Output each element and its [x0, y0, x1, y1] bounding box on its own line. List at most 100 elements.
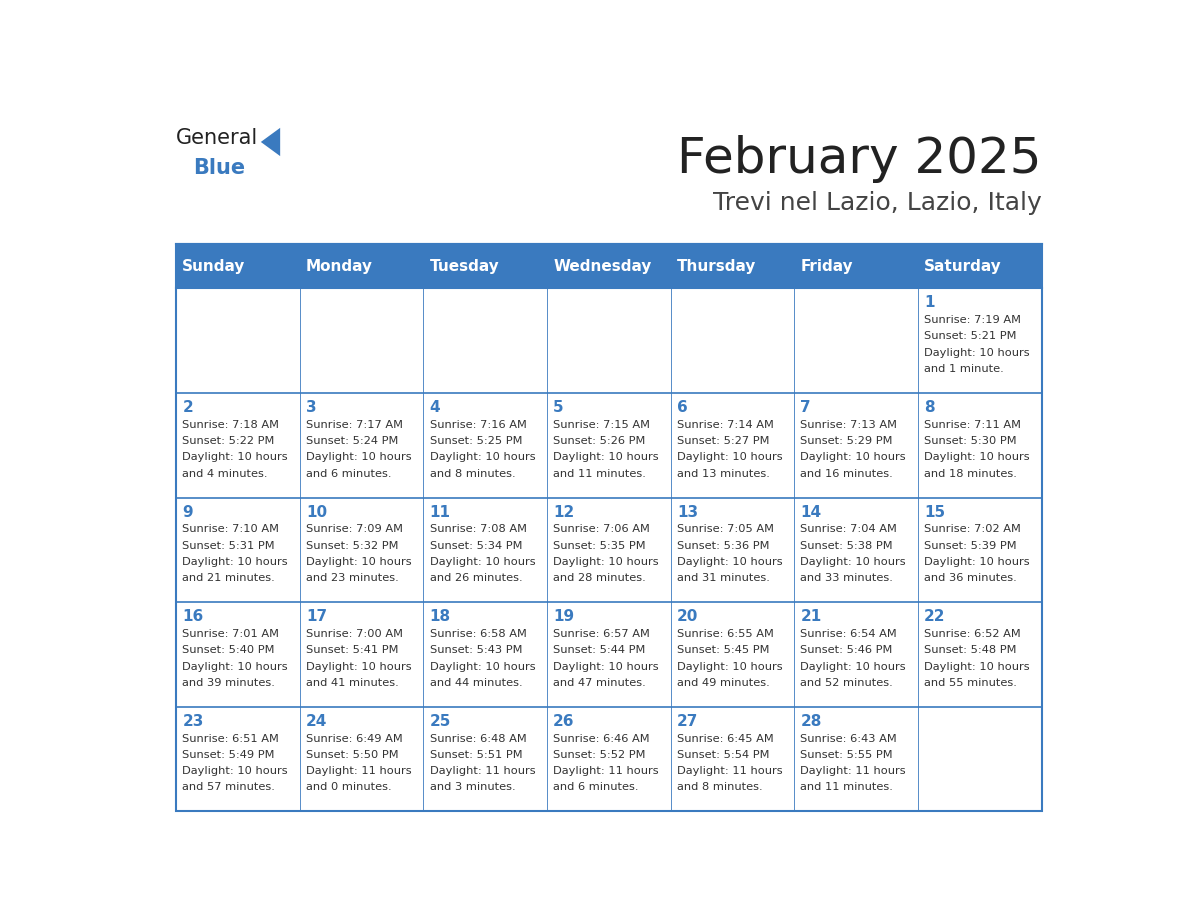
Text: Sunrise: 7:19 AM: Sunrise: 7:19 AM — [924, 315, 1022, 325]
Bar — [546, 393, 671, 498]
Bar — [918, 244, 1042, 288]
Text: Daylight: 10 hours: Daylight: 10 hours — [924, 348, 1030, 358]
Text: and 28 minutes.: and 28 minutes. — [554, 573, 646, 583]
Text: Wednesday: Wednesday — [554, 259, 651, 274]
Text: Sunset: 5:41 PM: Sunset: 5:41 PM — [307, 645, 398, 655]
Text: Sunset: 5:34 PM: Sunset: 5:34 PM — [430, 541, 522, 551]
Text: and 13 minutes.: and 13 minutes. — [677, 468, 770, 478]
Text: Daylight: 10 hours: Daylight: 10 hours — [307, 662, 411, 671]
Bar — [671, 498, 795, 602]
Text: 8: 8 — [924, 400, 935, 415]
Text: Daylight: 10 hours: Daylight: 10 hours — [182, 767, 287, 776]
Text: 3: 3 — [307, 400, 316, 415]
Text: 9: 9 — [182, 505, 192, 520]
Bar — [176, 498, 299, 602]
Text: Sunrise: 7:08 AM: Sunrise: 7:08 AM — [430, 524, 526, 534]
Text: Daylight: 10 hours: Daylight: 10 hours — [182, 557, 287, 567]
Text: Sunset: 5:36 PM: Sunset: 5:36 PM — [677, 541, 770, 551]
Bar — [795, 707, 918, 812]
Text: Sunrise: 6:49 AM: Sunrise: 6:49 AM — [307, 733, 403, 744]
Text: and 23 minutes.: and 23 minutes. — [307, 573, 399, 583]
Text: Sunset: 5:30 PM: Sunset: 5:30 PM — [924, 436, 1017, 446]
Text: and 1 minute.: and 1 minute. — [924, 364, 1004, 374]
Text: and 8 minutes.: and 8 minutes. — [430, 468, 516, 478]
Text: Sunrise: 6:52 AM: Sunrise: 6:52 AM — [924, 629, 1020, 639]
Text: 15: 15 — [924, 505, 946, 520]
Text: Monday: Monday — [307, 259, 373, 274]
Text: and 6 minutes.: and 6 minutes. — [554, 782, 639, 792]
Bar — [423, 288, 546, 393]
Text: Daylight: 10 hours: Daylight: 10 hours — [430, 453, 536, 463]
Text: Sunrise: 7:04 AM: Sunrise: 7:04 AM — [801, 524, 897, 534]
Text: and 33 minutes.: and 33 minutes. — [801, 573, 893, 583]
Text: 14: 14 — [801, 505, 822, 520]
Text: 5: 5 — [554, 400, 564, 415]
Text: 18: 18 — [430, 610, 450, 624]
Text: and 52 minutes.: and 52 minutes. — [801, 677, 893, 688]
Bar — [918, 602, 1042, 707]
Bar — [423, 244, 546, 288]
Bar — [176, 393, 299, 498]
Text: Sunset: 5:40 PM: Sunset: 5:40 PM — [182, 645, 274, 655]
Bar — [546, 288, 671, 393]
Text: 25: 25 — [430, 714, 451, 729]
Text: Daylight: 10 hours: Daylight: 10 hours — [924, 453, 1030, 463]
Text: Saturday: Saturday — [924, 259, 1001, 274]
Text: Sunrise: 7:01 AM: Sunrise: 7:01 AM — [182, 629, 279, 639]
Text: February 2025: February 2025 — [677, 135, 1042, 183]
Text: Sunset: 5:50 PM: Sunset: 5:50 PM — [307, 750, 398, 760]
Text: Sunrise: 7:02 AM: Sunrise: 7:02 AM — [924, 524, 1020, 534]
Text: and 26 minutes.: and 26 minutes. — [430, 573, 523, 583]
Text: Thursday: Thursday — [677, 259, 757, 274]
Text: 10: 10 — [307, 505, 327, 520]
Bar — [176, 288, 299, 393]
Text: Sunrise: 7:15 AM: Sunrise: 7:15 AM — [554, 420, 650, 430]
Text: Daylight: 11 hours: Daylight: 11 hours — [554, 767, 659, 776]
Text: Sunrise: 7:11 AM: Sunrise: 7:11 AM — [924, 420, 1022, 430]
Bar — [299, 288, 423, 393]
Text: Sunrise: 7:09 AM: Sunrise: 7:09 AM — [307, 524, 403, 534]
Bar — [546, 602, 671, 707]
Text: Daylight: 11 hours: Daylight: 11 hours — [307, 767, 411, 776]
Text: and 16 minutes.: and 16 minutes. — [801, 468, 893, 478]
Text: Sunrise: 7:18 AM: Sunrise: 7:18 AM — [182, 420, 279, 430]
Text: and 39 minutes.: and 39 minutes. — [182, 677, 276, 688]
Text: Sunrise: 6:57 AM: Sunrise: 6:57 AM — [554, 629, 650, 639]
Text: Sunset: 5:29 PM: Sunset: 5:29 PM — [801, 436, 893, 446]
Text: Sunset: 5:52 PM: Sunset: 5:52 PM — [554, 750, 646, 760]
Bar — [423, 707, 546, 812]
Text: 7: 7 — [801, 400, 811, 415]
Text: 23: 23 — [182, 714, 203, 729]
Text: Sunset: 5:51 PM: Sunset: 5:51 PM — [430, 750, 523, 760]
Text: and 0 minutes.: and 0 minutes. — [307, 782, 392, 792]
Bar — [671, 393, 795, 498]
Text: Sunset: 5:21 PM: Sunset: 5:21 PM — [924, 331, 1017, 341]
Text: 28: 28 — [801, 714, 822, 729]
Text: 2: 2 — [182, 400, 194, 415]
Text: Tuesday: Tuesday — [430, 259, 499, 274]
Text: Daylight: 10 hours: Daylight: 10 hours — [801, 662, 906, 671]
Bar — [918, 393, 1042, 498]
Text: Daylight: 10 hours: Daylight: 10 hours — [554, 453, 659, 463]
Text: Daylight: 10 hours: Daylight: 10 hours — [924, 662, 1030, 671]
Text: Sunrise: 6:43 AM: Sunrise: 6:43 AM — [801, 733, 897, 744]
Bar — [176, 244, 299, 288]
Bar — [795, 602, 918, 707]
Text: Sunrise: 7:06 AM: Sunrise: 7:06 AM — [554, 524, 650, 534]
Text: Sunrise: 6:45 AM: Sunrise: 6:45 AM — [677, 733, 773, 744]
Text: Sunset: 5:27 PM: Sunset: 5:27 PM — [677, 436, 770, 446]
Text: Daylight: 10 hours: Daylight: 10 hours — [430, 662, 536, 671]
Text: and 18 minutes.: and 18 minutes. — [924, 468, 1017, 478]
Text: Sunrise: 6:48 AM: Sunrise: 6:48 AM — [430, 733, 526, 744]
Text: 21: 21 — [801, 610, 822, 624]
Text: Sunset: 5:55 PM: Sunset: 5:55 PM — [801, 750, 893, 760]
Text: Sunset: 5:45 PM: Sunset: 5:45 PM — [677, 645, 770, 655]
Text: Sunset: 5:32 PM: Sunset: 5:32 PM — [307, 541, 398, 551]
Bar — [176, 602, 299, 707]
Bar — [176, 707, 299, 812]
Bar — [795, 498, 918, 602]
Text: Sunrise: 6:51 AM: Sunrise: 6:51 AM — [182, 733, 279, 744]
Bar — [176, 244, 1042, 812]
Text: Daylight: 10 hours: Daylight: 10 hours — [677, 662, 783, 671]
Text: Sunset: 5:39 PM: Sunset: 5:39 PM — [924, 541, 1017, 551]
